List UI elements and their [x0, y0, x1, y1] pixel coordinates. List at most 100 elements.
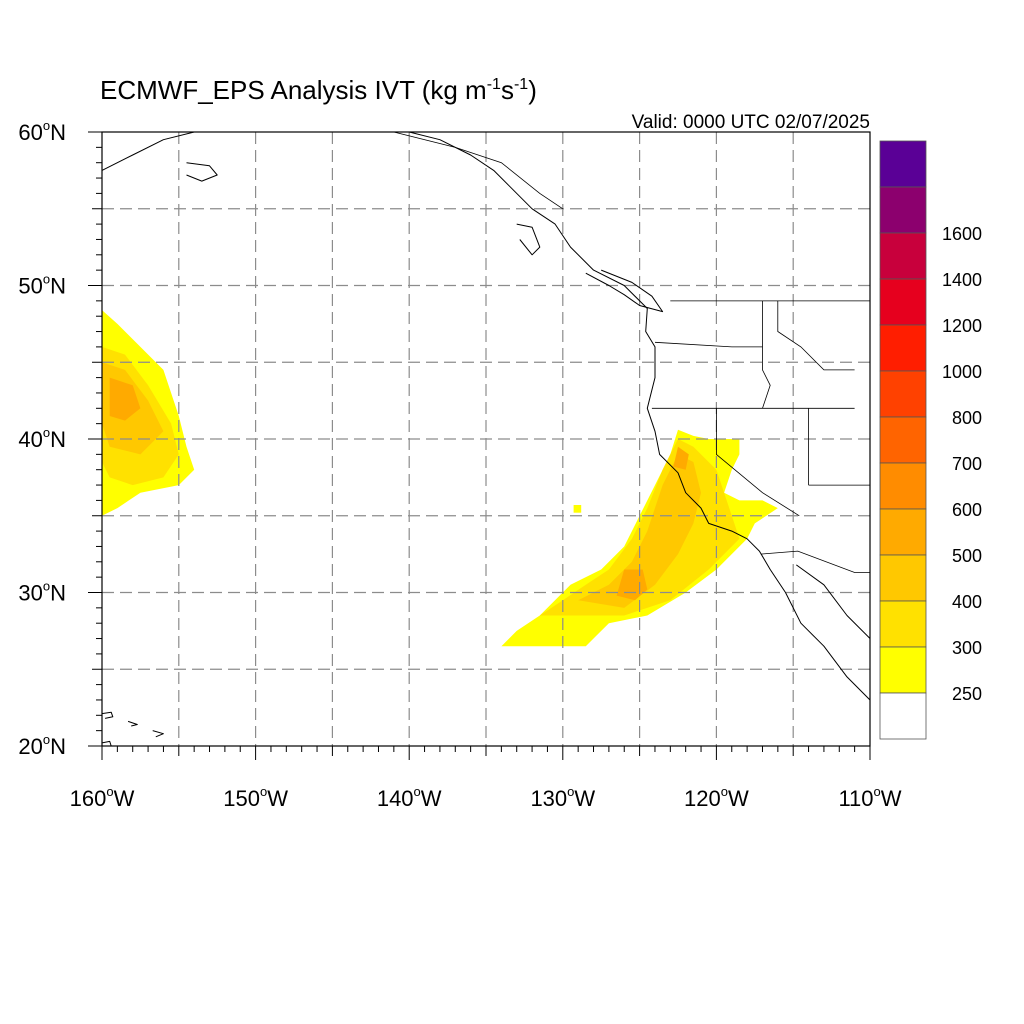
latitude-label-number: 40 [18, 427, 42, 452]
latitude-label-number: 30 [18, 581, 42, 606]
colorbar-box [879, 232, 927, 280]
latitude-label-hemisphere: N [50, 581, 66, 606]
degree-symbol: o [43, 118, 50, 133]
colorbar-box [879, 278, 927, 326]
border-mexico [760, 550, 870, 573]
degree-symbol: o [43, 272, 50, 287]
colorbar-box [879, 600, 927, 648]
colorbar-box [879, 692, 927, 740]
latitude-label-number: 50 [18, 274, 42, 299]
longitude-label: 150oW [223, 784, 288, 811]
border-alaska-canada [393, 132, 564, 210]
longitude-label-number: 160 [70, 786, 107, 811]
colorbar-box [879, 140, 927, 188]
coastline-hawaii-west [102, 711, 114, 719]
colorbar-label: 800 [952, 408, 982, 428]
degree-symbol: o [721, 784, 728, 799]
longitude-label: 110oW [838, 784, 901, 811]
latitude-label: 50oN [18, 272, 66, 299]
longitude-label-number: 140 [377, 786, 414, 811]
latitude-label-hemisphere: N [50, 734, 66, 759]
degree-symbol: o [414, 784, 421, 799]
colorbar-label: 1200 [942, 316, 982, 336]
colorbar-label: 400 [952, 592, 982, 612]
california-atmospheric-river-400-500 [578, 454, 701, 608]
latitude-label: 30oN [18, 579, 66, 606]
coastline-hawaii-oahu [127, 720, 138, 727]
california-atmospheric-river-500-600 [673, 446, 689, 470]
axis-ticks-layer [88, 131, 871, 760]
longitude-label-hemisphere: W [114, 786, 135, 811]
title-exponent-2: -1 [514, 76, 528, 93]
map-title: ECMWF_EPS Analysis IVT (kg m-1s-1) [100, 75, 537, 105]
longitude-label-number: 130 [530, 786, 567, 811]
longitude-label-number: 150 [223, 786, 260, 811]
colorbar-label: 1400 [942, 270, 982, 290]
colorbar-label: 500 [952, 546, 982, 566]
colorbar-label: 700 [952, 454, 982, 474]
latitude-label: 20oN [18, 732, 66, 759]
coastline-haida-gwaii [516, 223, 541, 256]
degree-symbol: o [260, 784, 267, 799]
longitude-label-hemisphere: W [267, 786, 288, 811]
coastline-kodiak-island [186, 162, 218, 182]
colorbar-label: 250 [952, 684, 982, 704]
colorbar-boxes [879, 140, 927, 740]
latitude-label-hemisphere: N [50, 274, 66, 299]
longitude-label: 160oW [70, 784, 135, 811]
title-close: ) [528, 75, 537, 105]
coastline-vancouver-island [585, 269, 664, 313]
colorbar-box [879, 370, 927, 418]
latitude-label-number: 60 [18, 120, 42, 145]
colorbar-label: 1600 [942, 224, 982, 244]
colorbar-label: 1000 [942, 362, 982, 382]
latitude-label: 40oN [18, 425, 66, 452]
longitude-label-hemisphere: W [881, 786, 902, 811]
coastline-hawaii-maui [152, 730, 164, 738]
valid-time: Valid: 0000 UTC 02/07/2025 [632, 112, 870, 133]
isolated-cell-250-300 [573, 505, 582, 513]
colorbar-label: 600 [952, 500, 982, 520]
central-pacific-plume-500-600 [109, 377, 141, 421]
title-exponent-1: -1 [487, 76, 501, 93]
colorbar-box [879, 646, 927, 694]
colorbar-box [879, 508, 927, 556]
coastline-north-america-west-coast [409, 132, 870, 701]
longitude-label: 140oW [377, 784, 442, 811]
latitude-label-number: 20 [18, 734, 42, 759]
colorbar-box [879, 186, 927, 234]
map-frame [101, 131, 871, 747]
colorbar-label: 300 [952, 638, 982, 658]
degree-symbol: o [43, 732, 50, 747]
colorbar-box [879, 416, 927, 464]
coastline-hawaii-north [102, 740, 112, 746]
colorbar-box [879, 554, 927, 602]
colorbar-box [879, 462, 927, 510]
border-california-east [716, 408, 800, 517]
border-idaho-montana [777, 300, 855, 371]
longitude-label-hemisphere: W [421, 786, 442, 811]
colorbar-box [879, 324, 927, 372]
longitude-label: 130oW [530, 784, 595, 811]
border-washington-oregon [654, 341, 763, 348]
borders-layer [393, 132, 870, 573]
coastline-layer [102, 132, 870, 746]
latitude-label: 60oN [18, 118, 66, 145]
border-idaho-west [762, 300, 771, 409]
ivt-colorbar: 250 300 400 500 600 700 800 1000 1200 1400 1600 [879, 140, 982, 740]
longitude-labels: 160oW 150oW 140oW 130oW 120oW 110oW [70, 784, 902, 811]
longitude-label-hemisphere: W [574, 786, 595, 811]
longitude-label: 120oW [684, 784, 749, 811]
coastline-alaska-south-coast [102, 132, 195, 171]
title-mid: s [501, 75, 514, 105]
longitude-label-number: 110 [838, 786, 873, 811]
longitude-label-hemisphere: W [728, 786, 749, 811]
degree-symbol: o [43, 579, 50, 594]
gridlines-layer [102, 132, 870, 746]
degree-symbol: o [874, 784, 881, 799]
degree-symbol: o [43, 425, 50, 440]
coastline-gulf-of-california-coast [796, 564, 870, 639]
